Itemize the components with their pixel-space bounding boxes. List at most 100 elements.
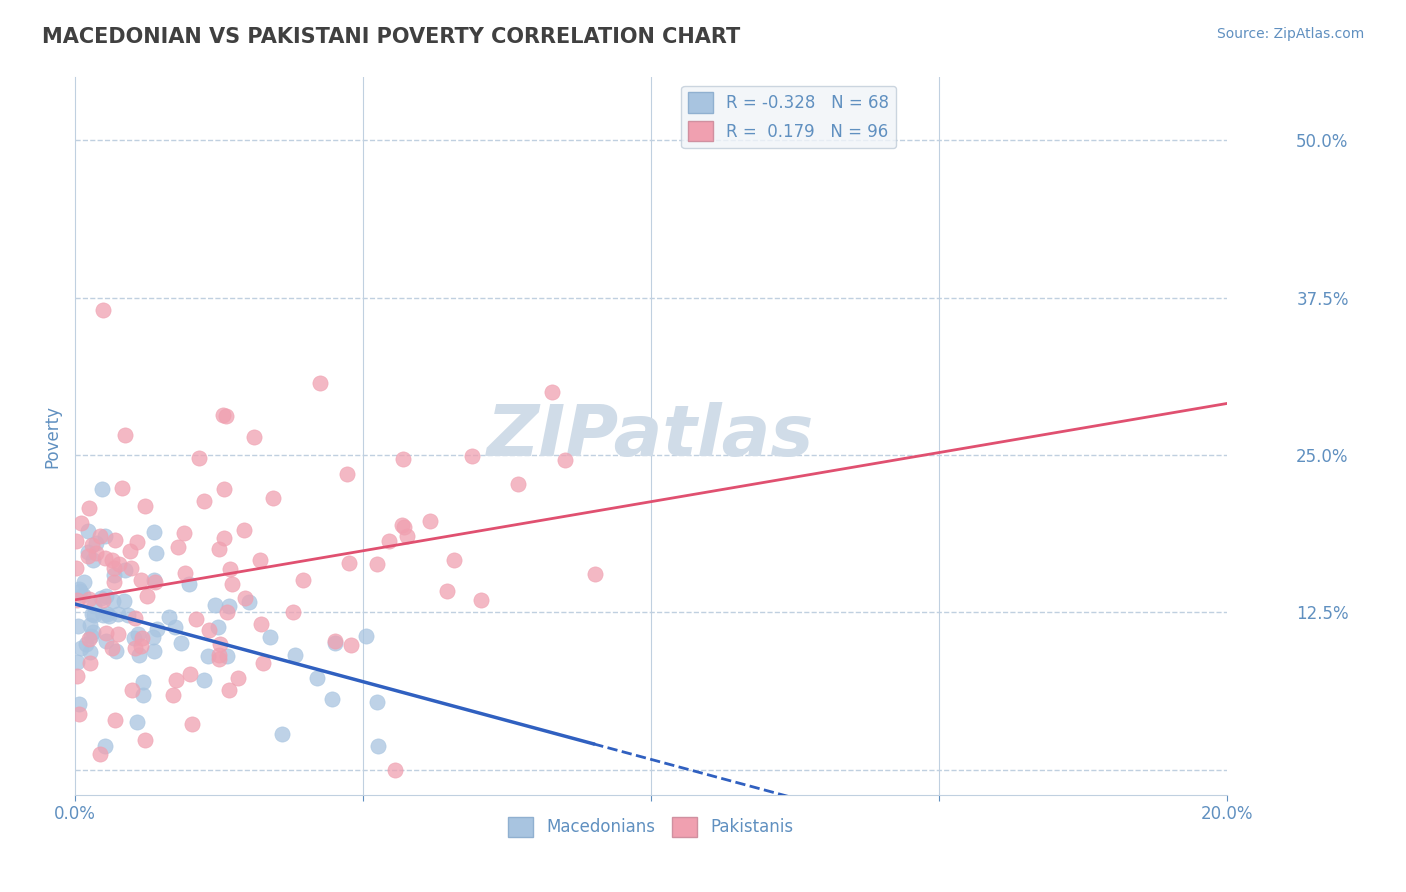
- Point: [391, 452, 413, 467]
- Point: [69, 641, 91, 656]
- Point: [111, 481, 134, 495]
- Point: [214, 482, 236, 496]
- Point: [77, 632, 100, 646]
- Point: [66, 619, 89, 633]
- Point: [162, 688, 184, 702]
- Point: [104, 643, 127, 657]
- Point: [79, 645, 101, 659]
- Point: [337, 557, 360, 571]
- Point: [77, 500, 100, 515]
- Point: [470, 593, 492, 607]
- Point: [396, 529, 419, 543]
- Point: [180, 717, 202, 731]
- Point: [129, 573, 152, 587]
- Point: [67, 706, 90, 721]
- Point: [121, 683, 143, 698]
- Point: [208, 541, 231, 556]
- Point: [114, 428, 136, 442]
- Point: [118, 543, 141, 558]
- Point: [193, 673, 215, 687]
- Point: [134, 732, 156, 747]
- Point: [79, 618, 101, 632]
- Point: [82, 553, 104, 567]
- Point: [132, 688, 155, 702]
- Point: [204, 598, 226, 612]
- Point: [419, 514, 441, 528]
- Point: [250, 617, 273, 632]
- Text: ZIPatlas: ZIPatlas: [488, 401, 814, 471]
- Point: [167, 540, 190, 554]
- Point: [90, 591, 112, 605]
- Point: [157, 610, 180, 624]
- Point: [461, 449, 484, 463]
- Point: [79, 656, 101, 670]
- Point: [177, 577, 200, 591]
- Point: [112, 593, 135, 607]
- Point: [208, 637, 231, 651]
- Point: [145, 546, 167, 560]
- Point: [217, 648, 239, 663]
- Point: [104, 533, 127, 547]
- Point: [75, 637, 97, 651]
- Point: [91, 302, 114, 317]
- Text: Source: ZipAtlas.com: Source: ZipAtlas.com: [1216, 27, 1364, 41]
- Point: [103, 568, 125, 582]
- Point: [165, 673, 187, 688]
- Point: [91, 482, 114, 496]
- Y-axis label: Poverty: Poverty: [44, 405, 60, 467]
- Point: [82, 624, 104, 639]
- Point: [184, 612, 207, 626]
- Point: [83, 607, 105, 622]
- Point: [215, 605, 238, 619]
- Point: [131, 675, 153, 690]
- Point: [271, 727, 294, 741]
- Point: [66, 669, 89, 683]
- Point: [367, 739, 389, 753]
- Point: [89, 747, 111, 761]
- Point: [262, 491, 284, 505]
- Point: [197, 648, 219, 663]
- Point: [80, 629, 103, 643]
- Point: [96, 589, 118, 603]
- Point: [124, 641, 146, 656]
- Point: [226, 671, 249, 685]
- Point: [207, 620, 229, 634]
- Point: [366, 695, 388, 709]
- Point: [394, 520, 416, 534]
- Point: [65, 534, 87, 549]
- Text: MACEDONIAN VS PAKISTANI POVERTY CORRELATION CHART: MACEDONIAN VS PAKISTANI POVERTY CORRELAT…: [42, 27, 741, 46]
- Point: [67, 582, 90, 596]
- Point: [219, 562, 242, 576]
- Point: [212, 531, 235, 545]
- Point: [69, 583, 91, 598]
- Point: [107, 627, 129, 641]
- Point: [129, 640, 152, 654]
- Point: [101, 594, 124, 608]
- Point: [541, 385, 564, 400]
- Point: [96, 626, 118, 640]
- Point: [218, 599, 240, 613]
- Point: [127, 627, 149, 641]
- Point: [66, 655, 89, 669]
- Point: [221, 576, 243, 591]
- Point: [193, 494, 215, 508]
- Point: [77, 545, 100, 559]
- Point: [145, 574, 167, 589]
- Point: [583, 566, 606, 581]
- Point: [84, 536, 107, 550]
- Point: [94, 739, 117, 753]
- Point: [208, 652, 231, 666]
- Point: [554, 452, 576, 467]
- Point: [96, 607, 118, 622]
- Point: [127, 715, 149, 730]
- Point: [187, 451, 209, 466]
- Point: [145, 622, 167, 636]
- Point: [198, 623, 221, 637]
- Legend: Macedonians, Pakistanis: Macedonians, Pakistanis: [502, 810, 800, 844]
- Point: [114, 563, 136, 577]
- Point: [93, 550, 115, 565]
- Point: [82, 607, 104, 621]
- Point: [308, 376, 330, 390]
- Point: [107, 607, 129, 621]
- Point: [103, 575, 125, 590]
